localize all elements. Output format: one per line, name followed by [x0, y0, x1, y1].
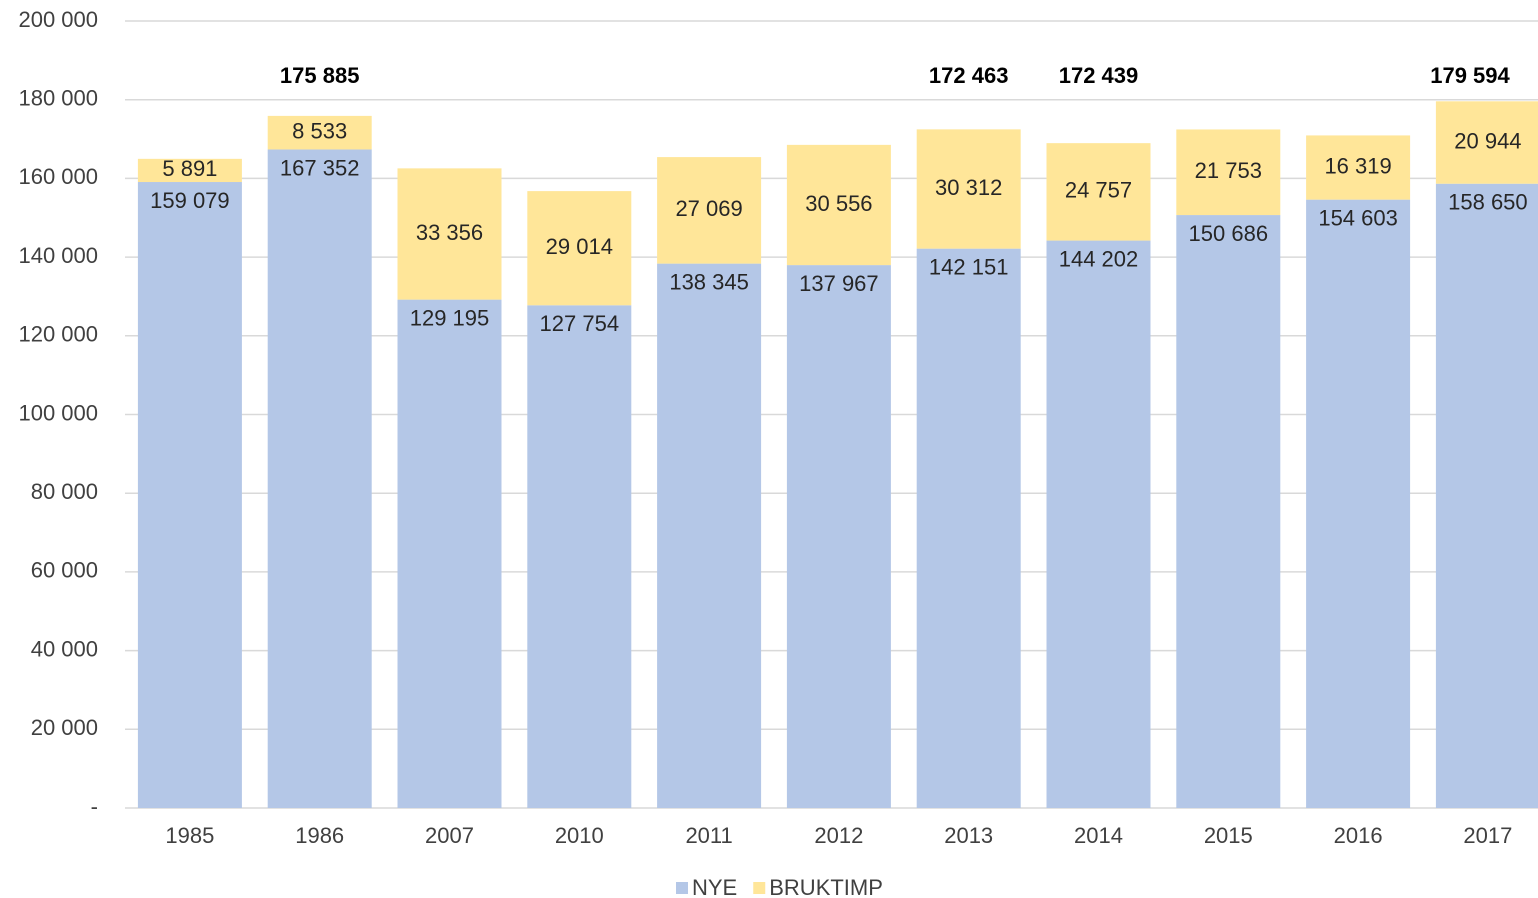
data-label: 144 202 [1059, 246, 1139, 271]
x-tick-label: 2017 [1463, 823, 1512, 848]
data-label: 21 753 [1195, 158, 1262, 183]
bar-segment [1435, 101, 1538, 184]
y-tick-label: 140 000 [18, 243, 98, 268]
bar-segment [916, 129, 1021, 249]
bar-segment [657, 263, 762, 808]
x-tick-label: 2011 [685, 823, 732, 848]
data-label: 158 650 [1448, 190, 1528, 215]
bar-segment [786, 144, 891, 266]
y-tick-label: 180 000 [18, 86, 98, 111]
data-label: 154 603 [1318, 205, 1398, 230]
x-tick-label: 2014 [1074, 823, 1123, 848]
data-label: 167 352 [280, 155, 360, 180]
x-tick-label: 2012 [814, 823, 863, 848]
x-tick-label: 1985 [165, 823, 214, 848]
bar-segment [267, 115, 372, 150]
bar-segment [1176, 215, 1281, 808]
y-tick-label: 60 000 [31, 558, 98, 583]
bar-segment [137, 158, 242, 183]
y-tick-label: 20 000 [31, 715, 98, 740]
bar-segment [1046, 143, 1151, 241]
x-tick-label: 2016 [1334, 823, 1383, 848]
data-label: 159 079 [150, 188, 230, 213]
legend-swatch [676, 882, 688, 894]
y-tick-label: - [91, 794, 98, 819]
total-annotation: 175 885 [280, 63, 360, 88]
bar-segment [1306, 135, 1411, 200]
y-tick-label: 100 000 [18, 400, 98, 425]
x-tick-label: 2010 [555, 823, 604, 848]
data-label: 150 686 [1189, 221, 1269, 246]
y-tick-label: 40 000 [31, 636, 98, 661]
y-tick-label: 80 000 [31, 479, 98, 504]
data-label: 129 195 [410, 305, 490, 330]
bar-segment [267, 149, 372, 809]
bar-segment [1306, 199, 1411, 808]
bar-segment [137, 182, 242, 808]
bar-segment [1046, 240, 1151, 808]
data-label: 5 891 [162, 156, 217, 181]
data-label: 142 151 [929, 254, 1009, 279]
bar-segment [657, 157, 762, 264]
data-label: 8 533 [292, 118, 347, 143]
bar-segment [786, 265, 891, 808]
x-tick-label: 1986 [295, 823, 344, 848]
data-label: 30 556 [805, 191, 872, 216]
x-tick-label: 2007 [425, 823, 474, 848]
bar-segment [916, 248, 1021, 809]
bar-segment [1435, 183, 1538, 808]
bar-segment [1176, 129, 1281, 216]
y-tick-label: 200 000 [18, 7, 98, 32]
bar-segment [397, 299, 502, 808]
total-annotation: 179 594 [1430, 63, 1510, 88]
y-tick-label: 120 000 [18, 322, 98, 347]
legend-label: NYE [692, 875, 737, 898]
x-tick-label: 2015 [1204, 823, 1253, 848]
data-label: 127 754 [540, 311, 620, 336]
data-label: 33 356 [416, 220, 483, 245]
bar-segment [527, 305, 632, 808]
data-label: 20 944 [1454, 128, 1521, 153]
data-label: 24 757 [1065, 178, 1132, 203]
data-label: 137 967 [799, 271, 879, 296]
total-annotation: 172 463 [929, 63, 1009, 88]
bar-segment [397, 168, 502, 300]
legend-label: BRUKTIMP [769, 875, 883, 898]
y-tick-label: 160 000 [18, 164, 98, 189]
x-tick-label: 2013 [944, 823, 993, 848]
data-label: 30 312 [935, 175, 1002, 200]
bar-segment [527, 191, 632, 306]
data-label: 29 014 [546, 234, 613, 259]
legend-swatch [753, 882, 766, 894]
total-annotation: 172 439 [1059, 63, 1139, 88]
data-label: 27 069 [675, 196, 742, 221]
data-label: 138 345 [669, 269, 749, 294]
data-label: 16 319 [1324, 153, 1391, 178]
